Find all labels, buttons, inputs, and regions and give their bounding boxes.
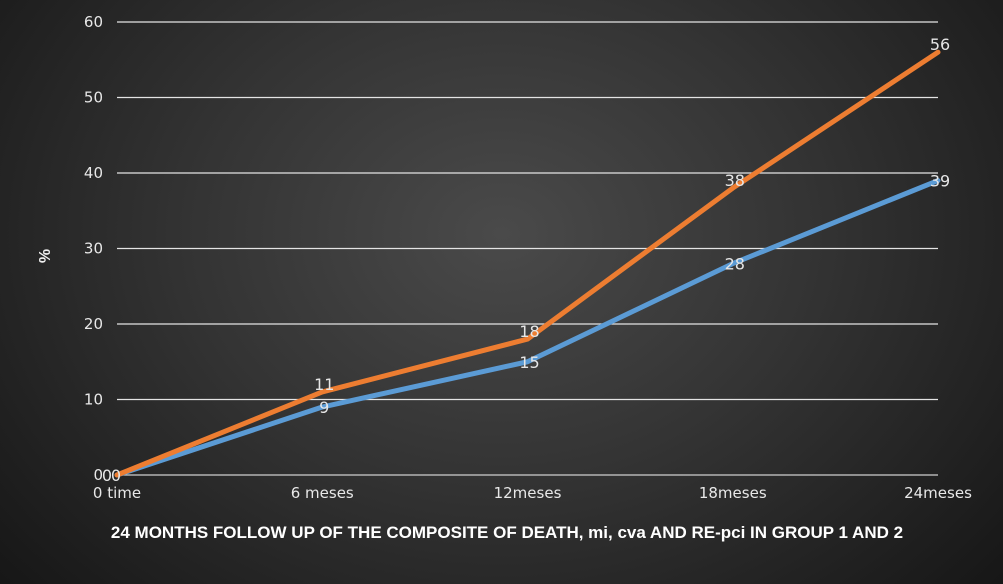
data-label: 28	[725, 255, 745, 274]
y-tick-label: 0	[93, 466, 103, 484]
x-tick-label: 24meses	[904, 484, 972, 502]
y-axis-ticks: 0 10 20 30 40 50 60	[84, 13, 103, 484]
data-label: 38	[725, 171, 745, 190]
x-tick-label: 18meses	[699, 484, 767, 502]
data-label: 39	[930, 172, 950, 191]
series-line	[114, 178, 941, 478]
chart-title: 24 MONTHS FOLLOW UP OF THE COMPOSITE OF …	[111, 523, 903, 542]
data-label: 56	[930, 35, 950, 54]
y-tick-label: 20	[84, 315, 103, 333]
data-label: 9	[319, 398, 329, 417]
y-axis-label: %	[37, 249, 54, 263]
data-label: 0	[111, 466, 121, 485]
y-tick-label: 10	[84, 391, 103, 409]
series-line	[114, 49, 941, 478]
x-tick-label: 0 time	[93, 484, 141, 502]
x-axis-ticks: 0 time 6 meses 12meses 18meses 24meses	[93, 484, 972, 502]
data-label: 11	[314, 375, 334, 394]
series-lines	[114, 49, 941, 478]
data-label: 15	[519, 353, 539, 372]
data-label: 0	[102, 466, 112, 485]
y-tick-label: 50	[84, 89, 103, 107]
data-labels: 0 9 15 28 39 0 11 18 38 56	[102, 35, 950, 485]
y-tick-label: 30	[84, 240, 103, 258]
x-tick-label: 12meses	[494, 484, 562, 502]
data-label: 18	[519, 322, 539, 341]
y-tick-label: 40	[84, 164, 103, 182]
gridlines	[117, 21, 938, 476]
x-tick-label: 6 meses	[291, 484, 354, 502]
y-tick-label: 60	[84, 13, 103, 31]
